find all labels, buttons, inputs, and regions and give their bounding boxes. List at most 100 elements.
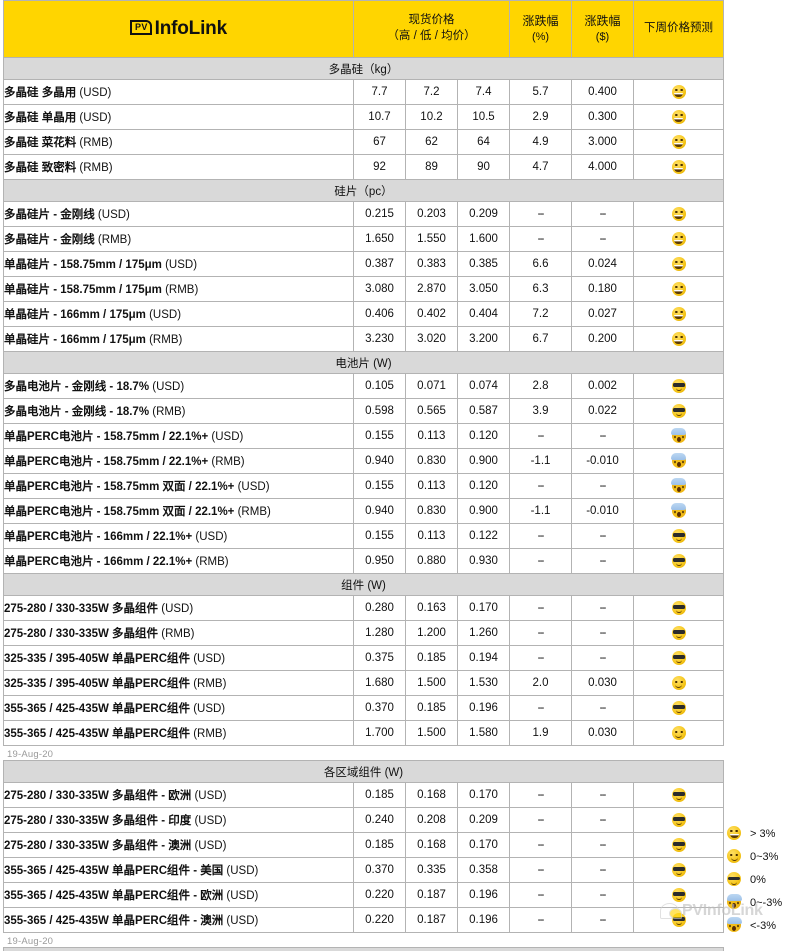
- change-usd: 0.022: [571, 398, 635, 424]
- product-name: 355-365 / 425-435W 单晶PERC组件 - 澳洲 (USD): [3, 907, 354, 933]
- price-low: 1.200: [405, 620, 458, 646]
- price-high: 0.155: [353, 423, 406, 449]
- price-avg: 0.196: [456, 695, 511, 721]
- legend-item: 0~3%: [726, 845, 800, 868]
- price-high: 7.7: [353, 79, 406, 105]
- price-table: 各区域组件 (W) 275-280 / 330-335W 多晶组件 - 欧洲 (U…: [2, 760, 725, 933]
- change-percent: --: [509, 423, 573, 449]
- price-low: 0.187: [405, 907, 458, 933]
- change-usd: 0.300: [571, 104, 635, 130]
- product-name: 275-280 / 330-335W 多晶组件 (USD): [3, 595, 354, 621]
- price-table: PV InfoLink 现货价格 （高 / 低 / 均价） 涨跌幅 (%) 涨跌幅 ($) 下周…: [2, 0, 725, 746]
- product-name: 275-280 / 330-335W 多晶组件 - 澳洲 (USD): [3, 832, 354, 858]
- table-row: 275-280 / 330-335W 多晶组件 (USD) 0.280 0.163 0…: [3, 595, 725, 621]
- change-usd: 0.002: [571, 373, 635, 399]
- section-band: 多晶硅（kg）: [2, 57, 725, 80]
- price-low: 0.402: [405, 301, 458, 327]
- change-usd: --: [571, 857, 634, 883]
- price-avg: 7.4: [456, 79, 511, 105]
- price-high: 3.080: [353, 276, 406, 302]
- price-high: 0.105: [353, 373, 406, 399]
- change-percent: --: [509, 595, 573, 621]
- price-high: 0.940: [353, 498, 406, 524]
- forecast-cool-icon: [671, 554, 686, 568]
- change-usd: --: [571, 645, 635, 671]
- change-percent: --: [509, 473, 573, 499]
- table-row: 多晶电池片 - 金刚线 - 18.7% (RMB) 0.598 0.565 0.587…: [3, 398, 725, 424]
- section-band: 电池片 (W): [2, 351, 725, 374]
- change-percent: -1.1: [509, 448, 573, 474]
- change-usd: 0.024: [571, 251, 635, 277]
- price-high: 0.155: [353, 473, 406, 499]
- forecast-cool-icon: [671, 813, 686, 827]
- forecast-grin-icon: [671, 110, 686, 124]
- forecast-cell: [632, 832, 725, 858]
- change-percent: --: [509, 832, 572, 858]
- price-avg: 10.5: [456, 104, 511, 130]
- product-name: 325-335 / 395-405W 单晶PERC组件 (USD): [3, 645, 354, 671]
- table-header-row: PV InfoLink 现货价格 （高 / 低 / 均价） 涨跌幅 (%) 涨跌幅 ($) 下周…: [3, 0, 725, 58]
- price-low: 1.500: [405, 670, 458, 696]
- table-row: 单晶PERC电池片 - 158.75mm / 22.1%+ (USD) 0.155…: [3, 423, 725, 449]
- legend-fear-icon: [726, 894, 742, 910]
- price-avg: 0.170: [457, 832, 510, 858]
- section-title: 电池片 (W): [2, 351, 725, 374]
- price-avg: 0.074: [456, 373, 511, 399]
- change-usd: -0.010: [571, 448, 635, 474]
- change-usd: 4.000: [571, 154, 635, 180]
- change-percent: 2.9: [509, 104, 573, 130]
- header-change-percent: 涨跌幅 (%): [509, 0, 573, 58]
- change-usd: 0.400: [571, 79, 635, 105]
- forecast-grin-icon: [671, 307, 686, 321]
- change-usd: -0.010: [571, 498, 635, 524]
- price-avg: 0.358: [457, 857, 510, 883]
- forecast-cell: [633, 129, 725, 155]
- change-percent: 1.9: [509, 720, 573, 746]
- table-row: 多晶硅 菜花料 (RMB) 67 62 64 4.9 3.000: [3, 129, 725, 155]
- change-percent: --: [509, 695, 573, 721]
- product-name: 355-365 / 425-435W 单晶PERC组件 (RMB): [3, 720, 354, 746]
- legend-smile-icon: [726, 848, 742, 866]
- price-low: 0.163: [405, 595, 458, 621]
- price-high: 0.185: [353, 782, 406, 808]
- forecast-grin-icon: [671, 257, 686, 271]
- legend-label: 0%: [750, 873, 766, 886]
- forecast-cell: [633, 645, 725, 671]
- price-high: 0.950: [353, 548, 406, 574]
- product-name: 多晶电池片 - 金刚线 - 18.7% (RMB): [3, 398, 354, 424]
- price-low: 62: [405, 129, 458, 155]
- change-percent: 4.7: [509, 154, 573, 180]
- forecast-fear-icon: [671, 453, 687, 468]
- forecast-cell: [633, 79, 725, 105]
- product-name: 单晶PERC电池片 - 158.75mm 双面 / 22.1%+ (RMB): [3, 498, 354, 524]
- price-table: 组件辅材 (m²)光伏玻璃 3.2mm镀膜 (RMB)28.026.026.0-…: [2, 947, 725, 951]
- product-name: 单晶硅片 - 158.75mm / 175μm (RMB): [3, 276, 354, 302]
- price-avg: 0.120: [456, 423, 511, 449]
- price-low: 0.830: [405, 498, 458, 524]
- table-row: 单晶PERC电池片 - 158.75mm 双面 / 22.1%+ (RMB) 0.…: [3, 498, 725, 524]
- header-spot-price: 现货价格 （高 / 低 / 均价）: [352, 0, 511, 58]
- change-usd: --: [571, 807, 634, 833]
- table-row: 355-365 / 425-435W 单晶PERC组件 - 美国 (USD) 0.…: [3, 857, 725, 883]
- section-title: 硅片（pc）: [2, 179, 725, 202]
- price-avg: 0.196: [457, 882, 510, 908]
- forecast-cool-icon: [671, 838, 686, 852]
- price-avg: 0.385: [456, 251, 511, 277]
- change-usd: 0.030: [571, 720, 635, 746]
- table-row: 275-280 / 330-335W 多晶组件 - 印度 (USD) 0.240 0…: [3, 807, 725, 833]
- change-usd: 3.000: [571, 129, 635, 155]
- forecast-cell: [633, 595, 725, 621]
- price-low: 0.185: [405, 645, 458, 671]
- price-avg: 0.170: [457, 782, 510, 808]
- forecast-smile-icon: [671, 726, 686, 740]
- forecast-smile-icon: [671, 676, 686, 690]
- forecast-cell: [633, 301, 725, 327]
- legend-cool-icon: [726, 871, 742, 889]
- change-percent: 5.7: [509, 79, 573, 105]
- table-row: 多晶硅 多晶用 (USD) 7.7 7.2 7.4 5.7 0.400: [3, 79, 725, 105]
- change-percent: 6.6: [509, 251, 573, 277]
- section-band: 各区域组件 (W): [2, 760, 725, 783]
- table-row: 355-365 / 425-435W 单晶PERC组件 - 澳洲 (USD) 0.…: [3, 907, 725, 933]
